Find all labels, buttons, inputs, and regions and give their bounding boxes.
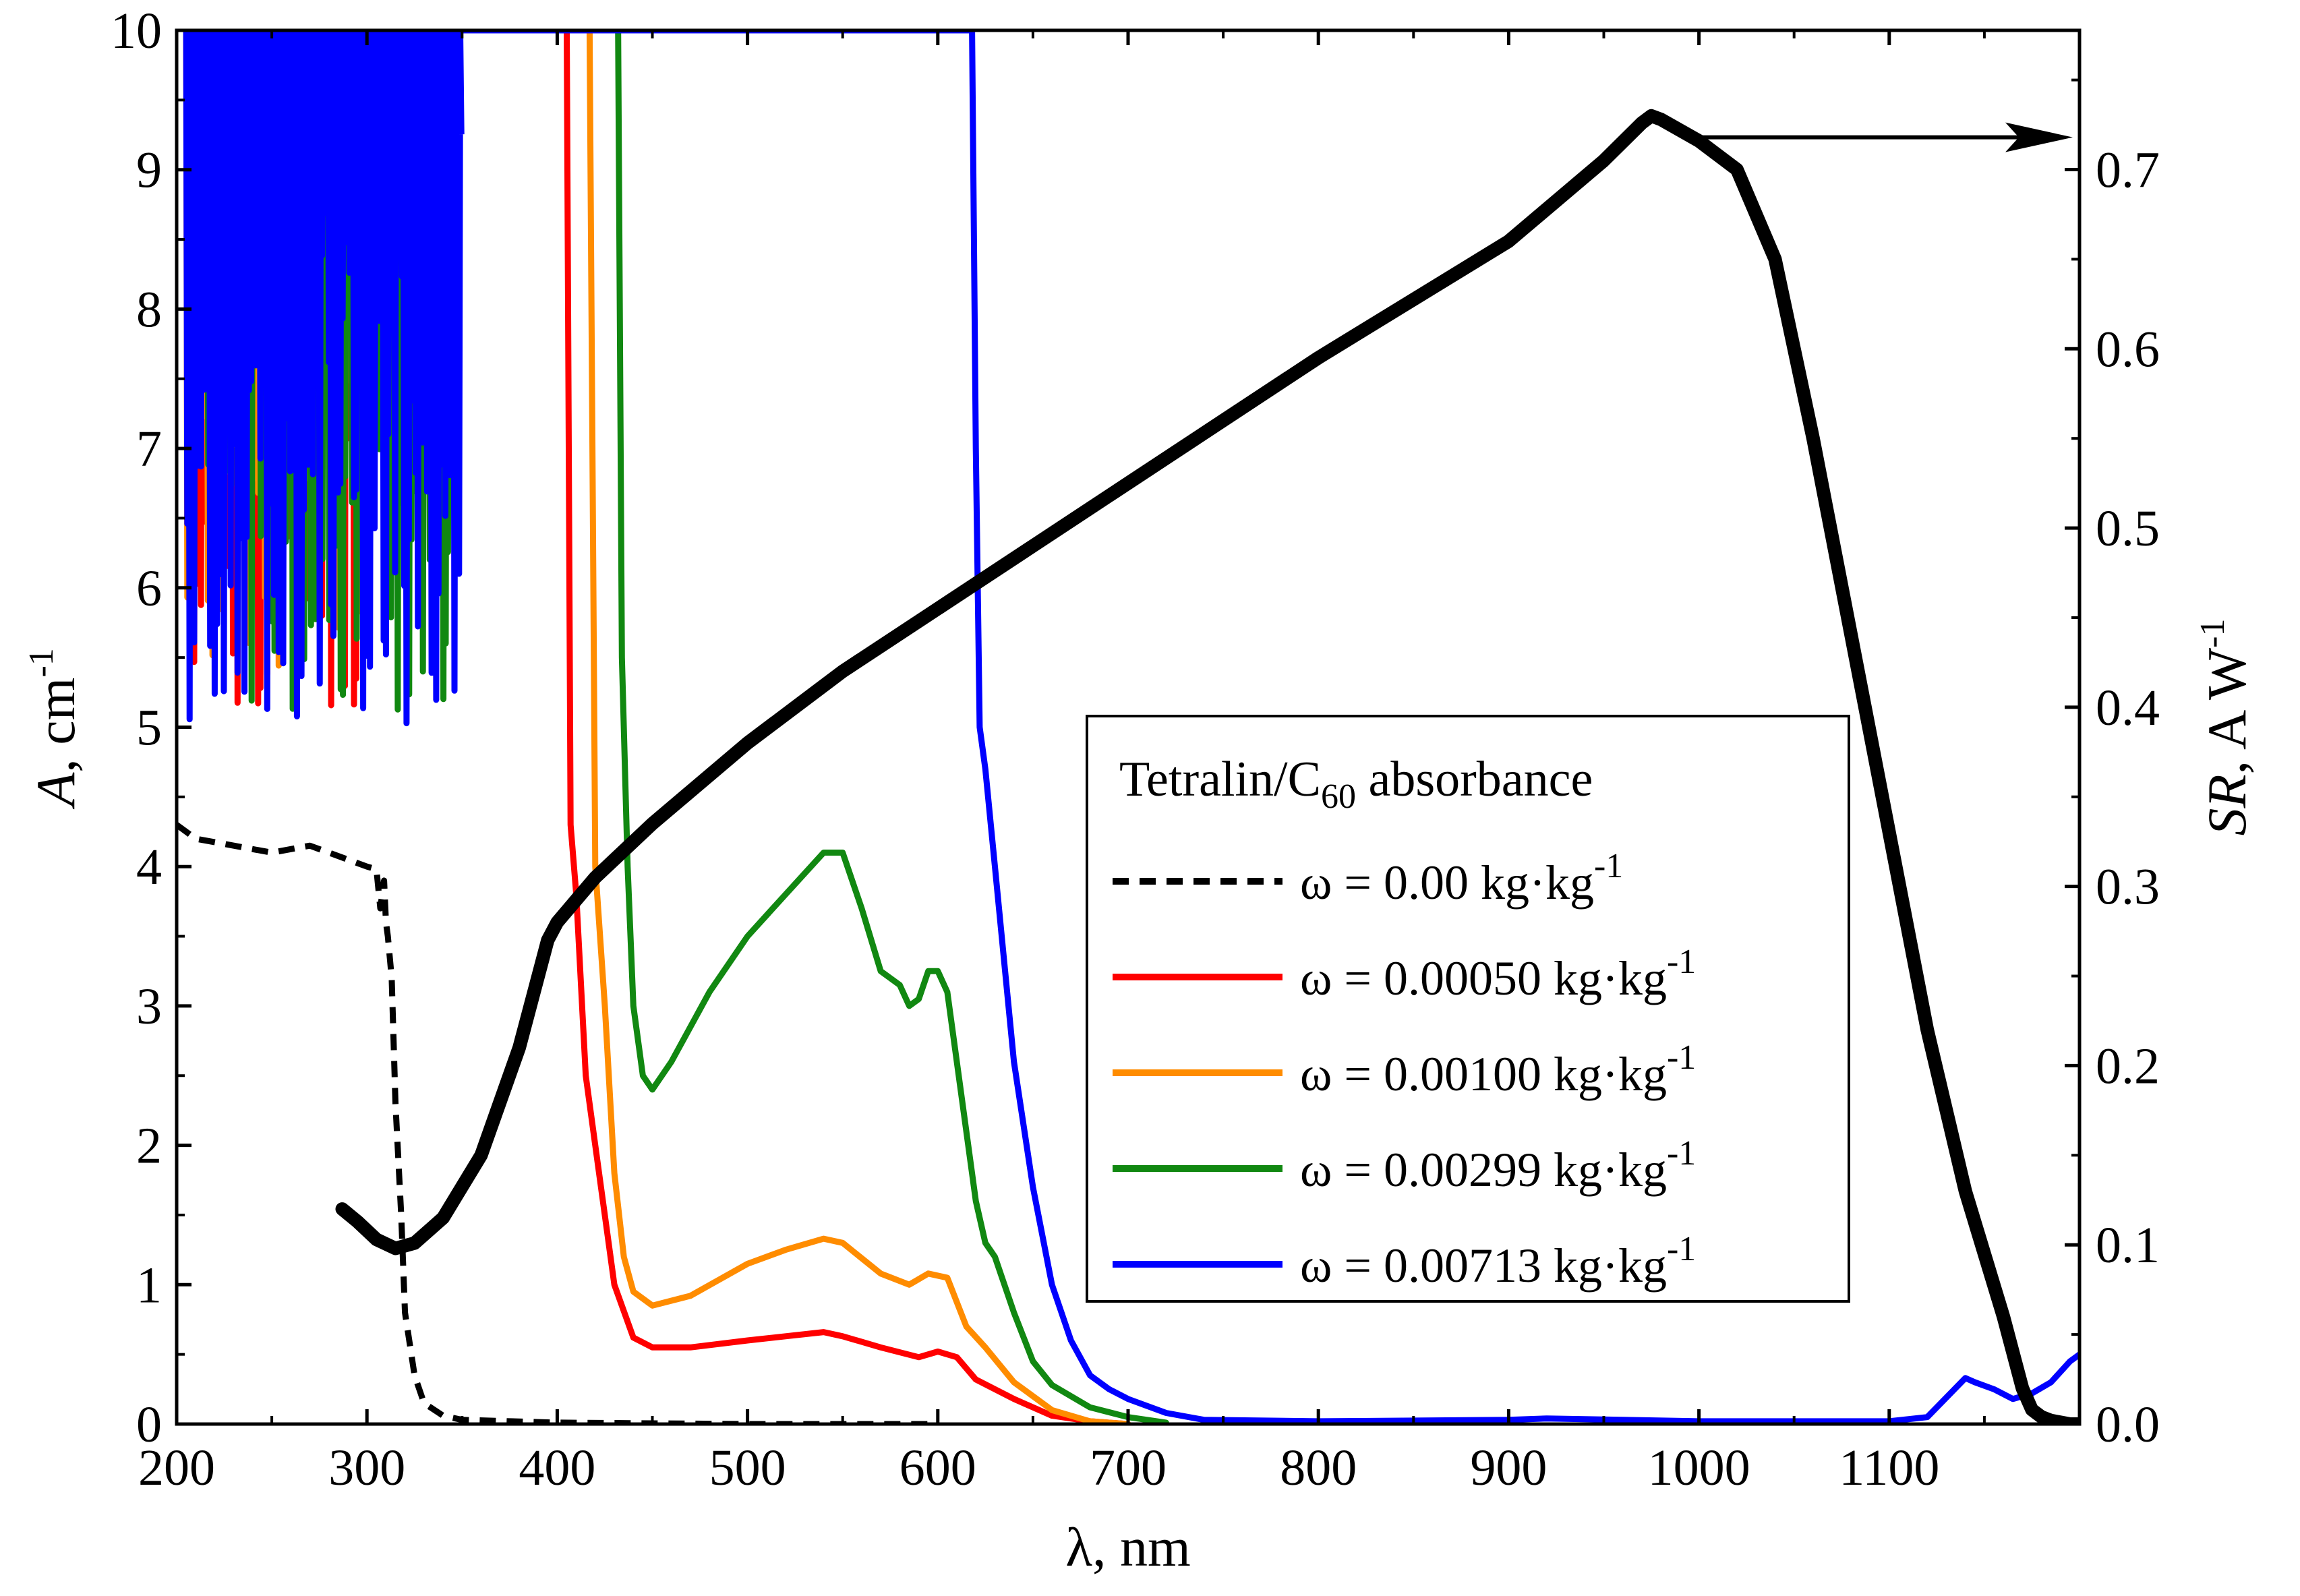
- series-omega-0-line: [177, 822, 938, 1424]
- legend-label-4: ω = 0.00713 kg·kg-1: [1300, 1230, 1696, 1293]
- legend-label-3: ω = 0.00299 kg·kg-1: [1300, 1134, 1696, 1197]
- y-right-tick-label-0-1: 0.1: [2096, 1217, 2160, 1274]
- y-left-tick-label-2: 2: [136, 1118, 162, 1175]
- y-left-tick-label-1: 1: [136, 1257, 162, 1313]
- y-right-tick-label-0-2: 0.2: [2096, 1038, 2160, 1094]
- y-right-tick-label-0-0: 0.0: [2096, 1396, 2160, 1453]
- y-left-tick-label-7: 7: [136, 421, 162, 477]
- y-right-tick-label-0-5: 0.5: [2096, 500, 2160, 557]
- series-layer: [177, 30, 2080, 1424]
- y-left-tick-label-3: 3: [136, 978, 162, 1035]
- series-omega-2-line: [586, 30, 1131, 1424]
- labels-layer: 200 300 400 500 600 700 800 900 1000 1100 0 1 2 3 4 5 6 7…: [22, 3, 2258, 1578]
- x-tick-label-300: 300: [328, 1440, 405, 1496]
- annotation-arrow-head: [2005, 122, 2073, 152]
- x-tick-label-500: 500: [709, 1440, 786, 1496]
- series-sr-group: [335, 109, 2080, 1424]
- legend-label-1: ω = 0.00050 kg·kg-1: [1300, 943, 1696, 1005]
- y-left-tick-label-0: 0: [136, 1396, 162, 1453]
- y-left-tick-label-5: 5: [136, 700, 162, 757]
- legend: Tetralin/C60 absorbance ω = 0.00 kg·kg-1 ω…: [1086, 715, 1850, 1303]
- y-left-axis-title: A, cm-1: [22, 648, 86, 810]
- y-left-tick-label-6: 6: [136, 560, 162, 617]
- y-left-tick-label-8: 8: [136, 281, 162, 338]
- axes-layer: [175, 28, 2082, 1426]
- x-tick-label-200: 200: [138, 1440, 215, 1496]
- y-right-tick-label-0-7: 0.7: [2096, 142, 2160, 199]
- series-omega-0-group: [177, 822, 938, 1424]
- x-tick-label-400: 400: [519, 1440, 595, 1496]
- y-left-tick-label-9: 9: [136, 142, 162, 199]
- x-tick-label-800: 800: [1280, 1440, 1357, 1496]
- x-tick-label-700: 700: [1090, 1440, 1167, 1496]
- x-tick-label-900: 900: [1470, 1440, 1547, 1496]
- y-right-tick-label-0-4: 0.4: [2096, 680, 2160, 736]
- y-right-axis-title: SR, A W-1: [2193, 618, 2258, 835]
- x-tick-label-1100: 1100: [1839, 1440, 1939, 1496]
- x-axis-title: λ, nm: [1065, 1516, 1191, 1578]
- x-tick-label-1000: 1000: [1648, 1440, 1750, 1496]
- legend-box: [1086, 715, 1850, 1303]
- legend-label-0: ω = 0.00 kg·kg-1: [1300, 847, 1623, 910]
- series-omega-4-group: [183, 30, 2080, 1424]
- legend-label-2: ω = 0.00100 kg·kg-1: [1300, 1038, 1696, 1101]
- y-left-tick-label-4: 4: [136, 839, 162, 895]
- series-omega-4-line: [459, 30, 2080, 1424]
- y-left-tick-label-10: 10: [111, 3, 162, 59]
- series-sr-line: [335, 109, 2080, 1424]
- y-right-tick-label-0-6: 0.6: [2096, 321, 2160, 378]
- y-right-tick-label-0-3: 0.3: [2096, 859, 2160, 916]
- series-omega-1-line: [564, 30, 1131, 1424]
- legend-title: Tetralin/C60 absorbance: [1119, 752, 1593, 816]
- series-omega-4-noise-line: [183, 30, 465, 727]
- x-tick-label-600: 600: [900, 1440, 976, 1496]
- series-omega-3-line: [615, 30, 1169, 1424]
